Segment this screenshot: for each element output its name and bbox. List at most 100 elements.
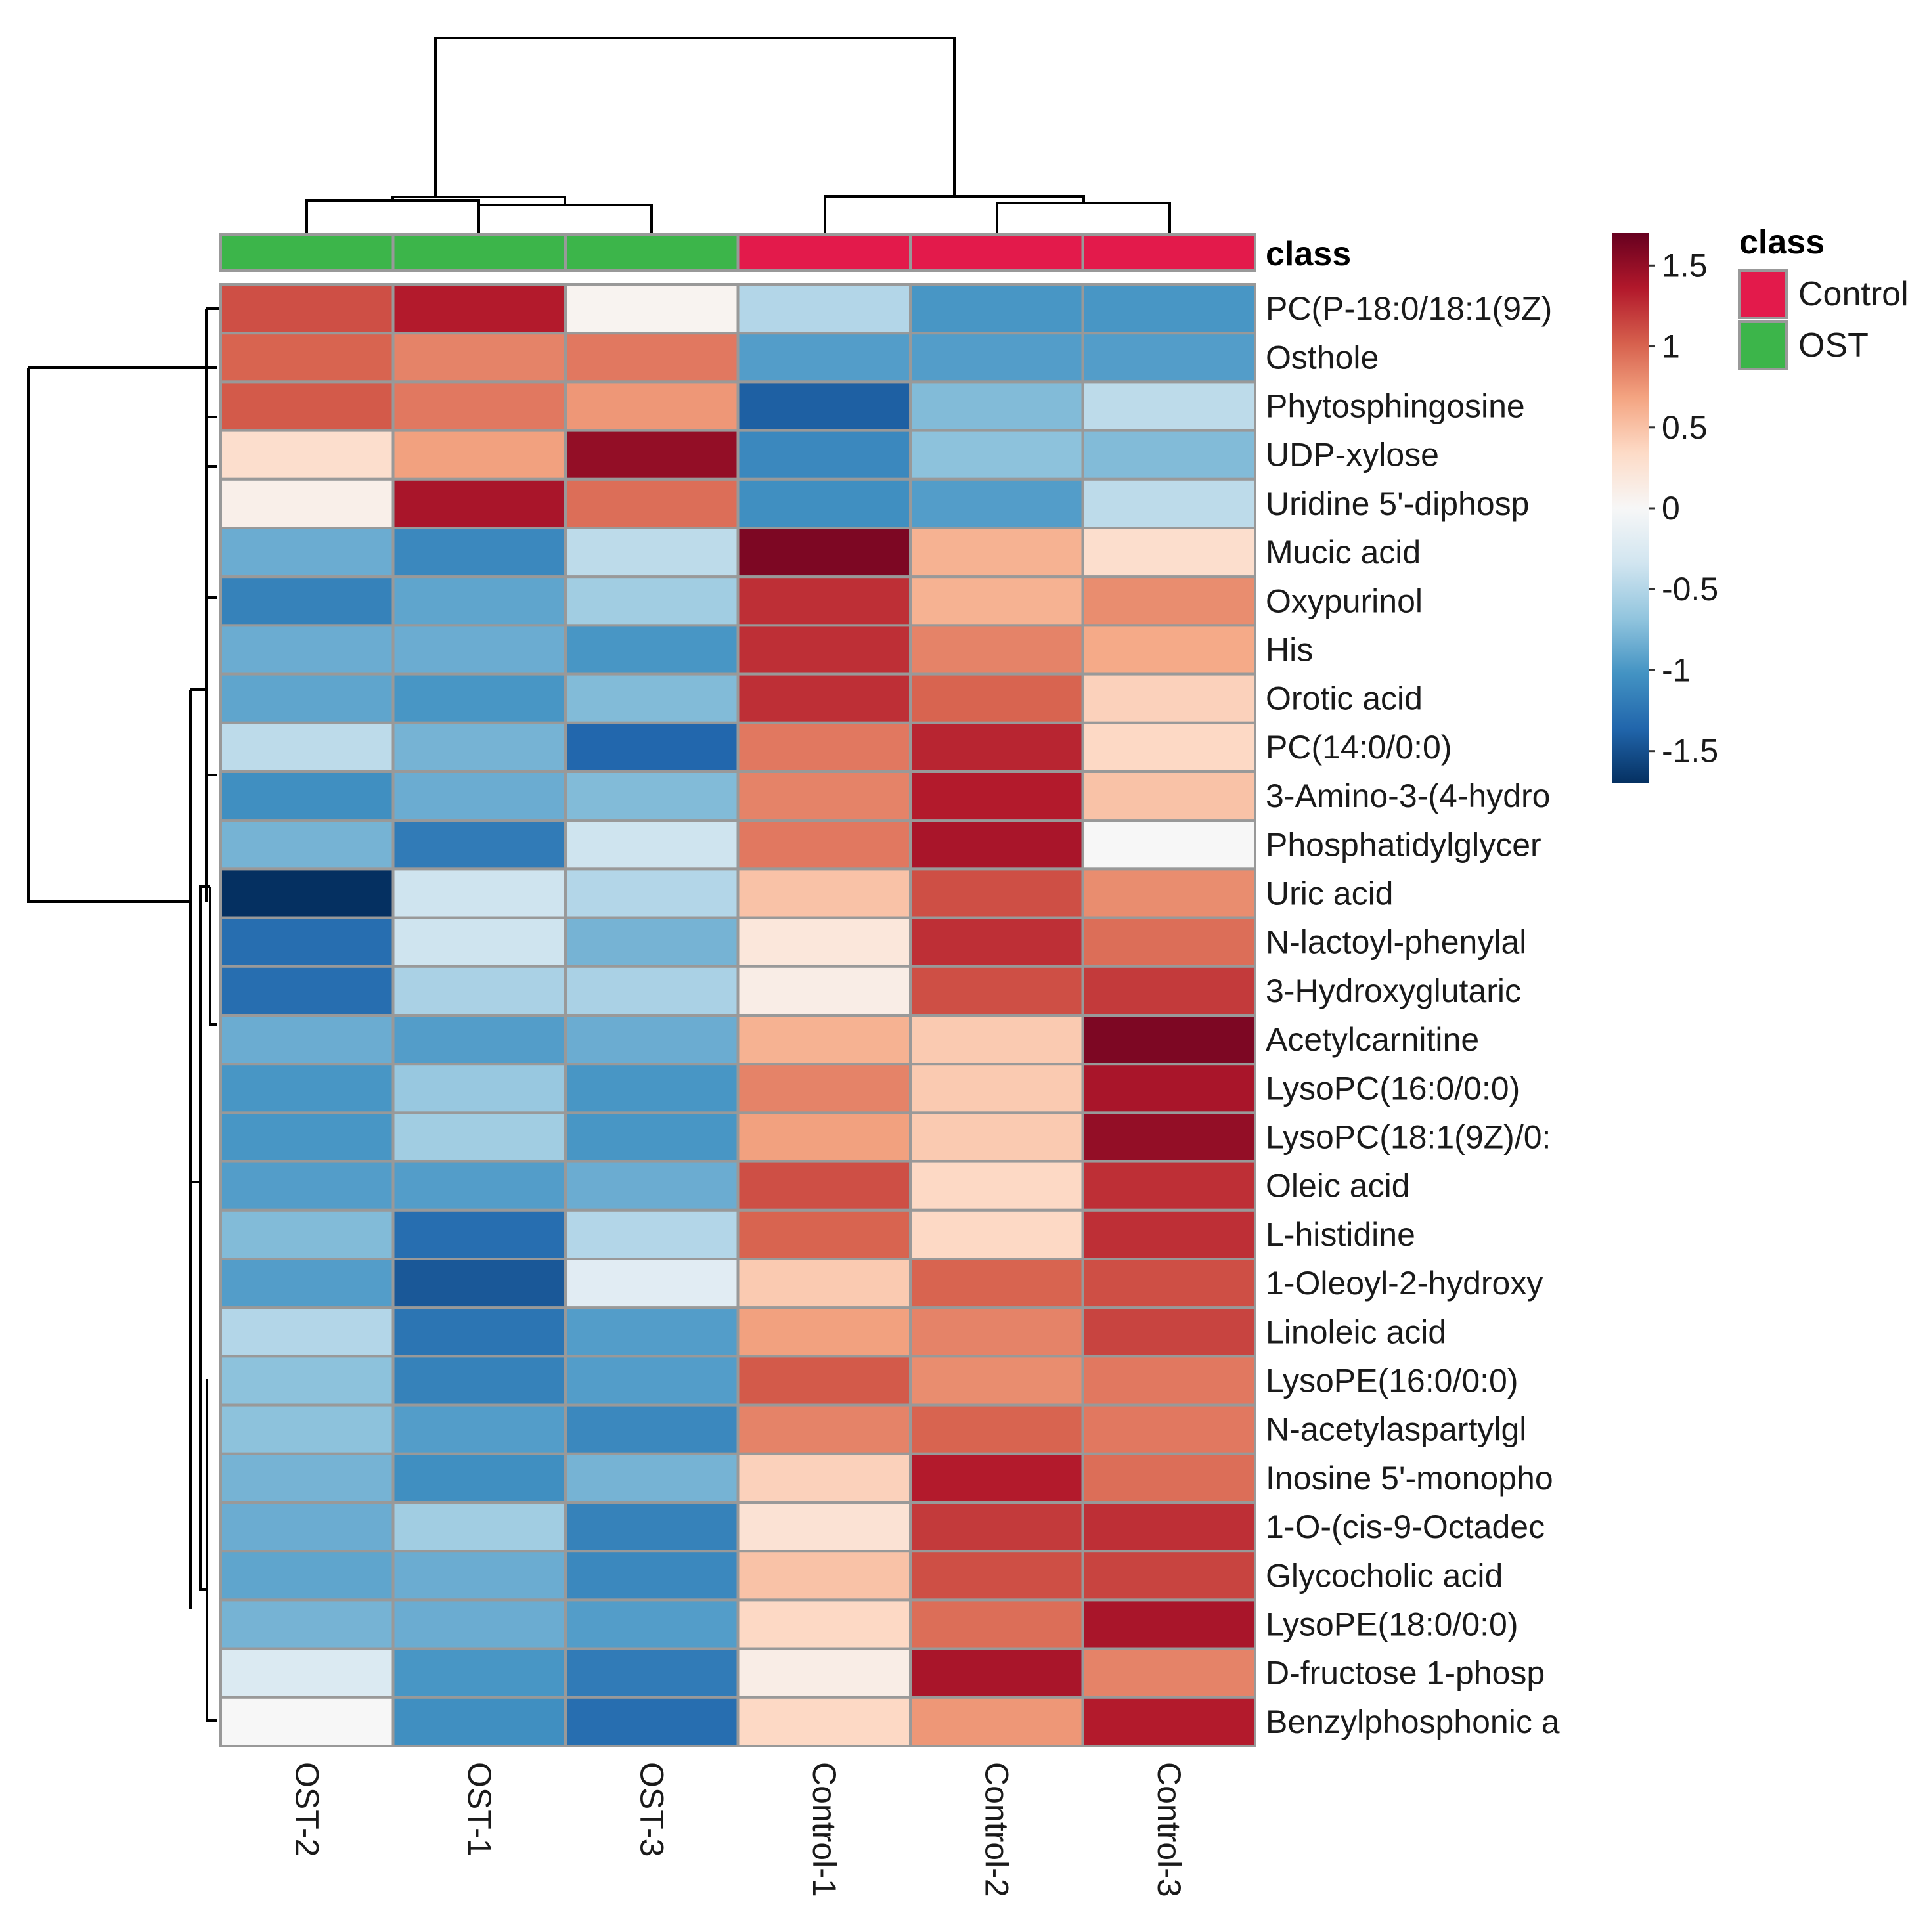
heatmap-cell [219,380,395,432]
heatmap-cell [219,477,395,529]
heatmap-cell [219,1063,395,1114]
heatmap-cell [391,575,567,627]
heatmap-cell [1081,429,1256,481]
heatmap-cell [1081,1403,1256,1455]
heatmap-cell [391,770,567,822]
heatmap-cell [564,1063,740,1114]
class-legend-swatch-ost [1738,320,1788,370]
heatmap-cell [564,770,740,822]
heatmap-cell [219,1014,395,1066]
heatmap-cell [736,1208,912,1261]
heatmap-cell [391,867,567,919]
heatmap-cell [219,1452,395,1504]
heatmap-cell [736,1598,912,1650]
heatmap-cell [564,916,740,968]
heatmap-cell [909,1111,1084,1163]
heatmap-cell [909,1258,1084,1309]
row-label: 1-Oleoyl-2-hydroxy [1266,1265,1543,1302]
heatmap-cell [391,965,567,1017]
row-label: His [1266,632,1313,669]
heatmap-cell [909,1160,1084,1212]
heatmap-cell [1081,1647,1256,1699]
heatmap-cell [909,1306,1084,1358]
heatmap-cell [1081,1208,1256,1261]
heatmap-cell [909,965,1084,1017]
heatmap-cell [736,1355,912,1407]
heatmap-cell [391,624,567,676]
heatmap-cell [391,1306,567,1358]
heatmap-cell [219,819,395,871]
color-scale-tick-label: -1.5 [1662,733,1718,770]
heatmap-cell [564,1111,740,1163]
heatmap-cell [219,916,395,968]
heatmap-cell [909,477,1084,529]
heatmap-cell [391,429,567,481]
heatmap-cell [391,1258,567,1309]
heatmap-cell [1081,575,1256,627]
heatmap-cell [564,1306,740,1358]
heatmap-cell [909,1063,1084,1114]
heatmap-cell [736,721,912,774]
heatmap-cell [1081,1014,1256,1066]
heatmap-cell [564,1501,740,1553]
heatmap-cell [909,867,1084,919]
heatmap-cell [736,477,912,529]
heatmap-cell [736,1501,912,1553]
heatmap-cell [391,527,567,579]
color-scale-tick-label: 0.5 [1662,409,1708,446]
class-legend: class Control OST [1738,223,1909,370]
heatmap-cell [391,283,567,335]
row-labels: PC(P-18:0/18:1(9Z) Osthole Phytosphingosin… [1266,290,1560,1740]
heatmap-cell [736,672,912,724]
heatmap-cell [736,624,912,676]
row-label: N-acetylaspartylgl [1266,1411,1526,1448]
heatmap-cell [736,1258,912,1309]
class-legend-entries: Control OST [1738,269,1909,370]
heatmap-cell [219,1501,395,1553]
heatmap-cell [909,672,1084,724]
heatmap-cell [219,1403,395,1455]
column-label: OST-2 [288,1762,325,1856]
heatmap-cell [909,1403,1084,1455]
heatmap-cell [564,1696,740,1748]
annotation-cell-control-2 [909,233,1084,272]
heatmap-cell [909,332,1084,384]
heatmap-cell [391,477,567,529]
row-label: Glycocholic acid [1266,1557,1503,1594]
heatmap-cell [564,477,740,529]
annotation-cell-control-1 [736,233,912,272]
heatmap-cell [1081,770,1256,822]
row-label: L-histidine [1266,1216,1415,1253]
annotation-cell-ost-1 [391,233,567,272]
heatmap-cell [391,1403,567,1455]
heatmap-cell [1081,1306,1256,1358]
heatmap-cell [219,1355,395,1407]
heatmap-cell [564,819,740,871]
row-label: Inosine 5'-monopho [1266,1460,1553,1497]
heatmap-cell [736,1696,912,1748]
class-legend-swatch-control [1738,269,1788,319]
heatmap-cell [909,1014,1084,1066]
heatmap-cell [564,965,740,1017]
heatmap-cell [219,332,395,384]
heatmap-cell [909,527,1084,579]
heatmap-cell [564,380,740,432]
heatmap-cell [1081,332,1256,384]
heatmap-cell [391,1355,567,1407]
row-label: Oleic acid [1266,1168,1410,1204]
heatmap-cell [219,1550,395,1602]
row-label: Benzylphosphonic a [1266,1703,1560,1740]
heatmap-cell [391,1696,567,1748]
heatmap-cell [1081,672,1256,724]
color-scale-tick-label: 1.5 [1662,247,1708,284]
heatmap-cell [391,916,567,968]
heatmap-cell [219,429,395,481]
heatmap-cell [564,1160,740,1212]
heatmap-cell [736,1014,912,1066]
heatmap-cell [909,1647,1084,1699]
heatmap-cell [391,1111,567,1163]
heatmap-cell [391,1452,567,1504]
heatmap-cell [736,380,912,432]
heatmap-cell [736,916,912,968]
